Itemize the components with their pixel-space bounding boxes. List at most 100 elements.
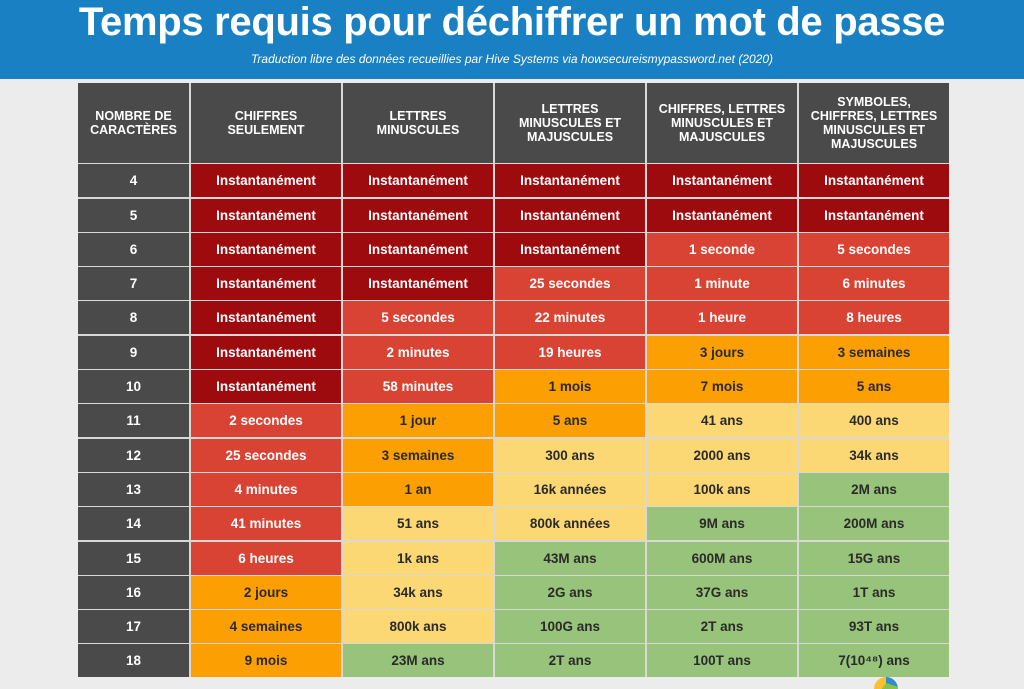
table-cell: 1 heure <box>647 301 797 335</box>
row-header-length: 14 <box>78 507 189 541</box>
table-cell: 8 heures <box>799 301 949 335</box>
table-cell: Instantanément <box>799 198 949 232</box>
table-cell: Instantanément <box>495 164 645 198</box>
table-cell: 5 ans <box>799 370 949 404</box>
table-cell: 15G ans <box>799 541 949 575</box>
table-cell: 34k ans <box>343 575 493 609</box>
table-cell: 41 ans <box>647 404 797 438</box>
table-cell: 6 heures <box>191 541 341 575</box>
column-header: NOMBRE DE CARACTÈRES <box>78 83 189 163</box>
table-cell: Instantanément <box>191 335 341 369</box>
row-header-length: 12 <box>78 438 189 472</box>
table-cell: 2G ans <box>495 575 645 609</box>
table-cell: Instantanément <box>191 370 341 404</box>
table-cell: 1T ans <box>799 575 949 609</box>
table-cell: 43M ans <box>495 541 645 575</box>
table-cell: Instantanément <box>647 164 797 198</box>
title-banner: Temps requis pour déchiffrer un mot de p… <box>0 0 1024 79</box>
table-cell: Instantanément <box>343 267 493 301</box>
table-cell: 25 secondes <box>191 438 341 472</box>
row-header-length: 15 <box>78 541 189 575</box>
table-cell: 5 secondes <box>343 301 493 335</box>
table-cell: 7 mois <box>647 370 797 404</box>
table-cell: 1 seconde <box>647 232 797 266</box>
table-cell: 300 ans <box>495 438 645 472</box>
column-header: LETTRES MINUSCULES <box>343 83 493 163</box>
table-cell: 3 semaines <box>799 335 949 369</box>
column-header: CHIFFRES SEULEMENT <box>191 83 341 163</box>
table-cell: Instantanément <box>799 164 949 198</box>
table-cell: 800k années <box>495 507 645 541</box>
table-cell: 23M ans <box>343 644 493 678</box>
table-cell: 100T ans <box>647 644 797 678</box>
table-cell: Instantanément <box>343 198 493 232</box>
table-cell: Instantanément <box>191 164 341 198</box>
table-cell: 51 ans <box>343 507 493 541</box>
table-cell: 1 an <box>343 472 493 506</box>
row-header-length: 8 <box>78 301 189 335</box>
row-header-length: 7 <box>78 267 189 301</box>
row-header-length: 18 <box>78 644 189 678</box>
table-cell: 100G ans <box>495 610 645 644</box>
table-cell: 19 heures <box>495 335 645 369</box>
row-header-length: 6 <box>78 232 189 266</box>
row-header-length: 10 <box>78 370 189 404</box>
table-cell: 9 mois <box>191 644 341 678</box>
table-cell: 2M ans <box>799 472 949 506</box>
table-cell: Instantanément <box>191 232 341 266</box>
table-cell: Instantanément <box>191 301 341 335</box>
table-cell: 41 minutes <box>191 507 341 541</box>
table-cell: 2000 ans <box>647 438 797 472</box>
row-header-length: 9 <box>78 335 189 369</box>
page-title: Temps requis pour déchiffrer un mot de p… <box>78 0 946 44</box>
table-cell: 93T ans <box>799 610 949 644</box>
brand-logo-icon <box>874 677 898 689</box>
table-cell: 1 mois <box>495 370 645 404</box>
table-cell: 2 secondes <box>191 404 341 438</box>
table-cell: 5 secondes <box>799 232 949 266</box>
table-cell: Instantanément <box>191 267 341 301</box>
table-cell: 9M ans <box>647 507 797 541</box>
table-cell: Instantanément <box>495 232 645 266</box>
table-cell: 2T ans <box>495 644 645 678</box>
table-cell: 1 jour <box>343 404 493 438</box>
table-cell: 5 ans <box>495 404 645 438</box>
table-cell: 37G ans <box>647 575 797 609</box>
table-cell: 400 ans <box>799 404 949 438</box>
table-cell: 2T ans <box>647 610 797 644</box>
row-header-length: 11 <box>78 404 189 438</box>
row-header-length: 5 <box>78 198 189 232</box>
table-cell: 2 jours <box>191 575 341 609</box>
row-header-length: 17 <box>78 610 189 644</box>
password-time-table: NOMBRE DE CARACTÈRES CHIFFRES SEULEMENT LE… <box>78 83 949 678</box>
table-cell: 4 minutes <box>191 472 341 506</box>
row-header-length: 4 <box>78 164 189 198</box>
table-cell: 1 minute <box>647 267 797 301</box>
table-cell: 600M ans <box>647 541 797 575</box>
column-header: CHIFFRES, LETTRES MINUSCULES ET MAJUSCUL… <box>647 83 797 163</box>
table-cell: 7(10⁴⁸) ans <box>799 644 949 678</box>
table-cell: 22 minutes <box>495 301 645 335</box>
row-header-length: 13 <box>78 472 189 506</box>
column-header: SYMBOLES, CHIFFRES, LETTRES MINUSCULES E… <box>799 83 949 163</box>
table-cell: 3 jours <box>647 335 797 369</box>
table-cell: 1k ans <box>343 541 493 575</box>
table-cell: Instantanément <box>343 164 493 198</box>
page-subtitle: Traduction libre des données recueillies… <box>250 52 774 66</box>
table-cell: Instantanément <box>343 232 493 266</box>
column-header: LETTRES MINUSCULES ET MAJUSCULES <box>495 83 645 163</box>
table-cell: 4 semaines <box>191 610 341 644</box>
table-cell: 800k ans <box>343 610 493 644</box>
table-cell: Instantanément <box>647 198 797 232</box>
table-cell: Instantanément <box>495 198 645 232</box>
table-cell: 2 minutes <box>343 335 493 369</box>
table-cell: 100k ans <box>647 472 797 506</box>
table-cell: 200M ans <box>799 507 949 541</box>
table-cell: Instantanément <box>191 198 341 232</box>
table-cell: 58 minutes <box>343 370 493 404</box>
table-cell: 6 minutes <box>799 267 949 301</box>
table-cell: 34k ans <box>799 438 949 472</box>
table-cell: 3 semaines <box>343 438 493 472</box>
table-cell: 25 secondes <box>495 267 645 301</box>
table-cell: 16k années <box>495 472 645 506</box>
